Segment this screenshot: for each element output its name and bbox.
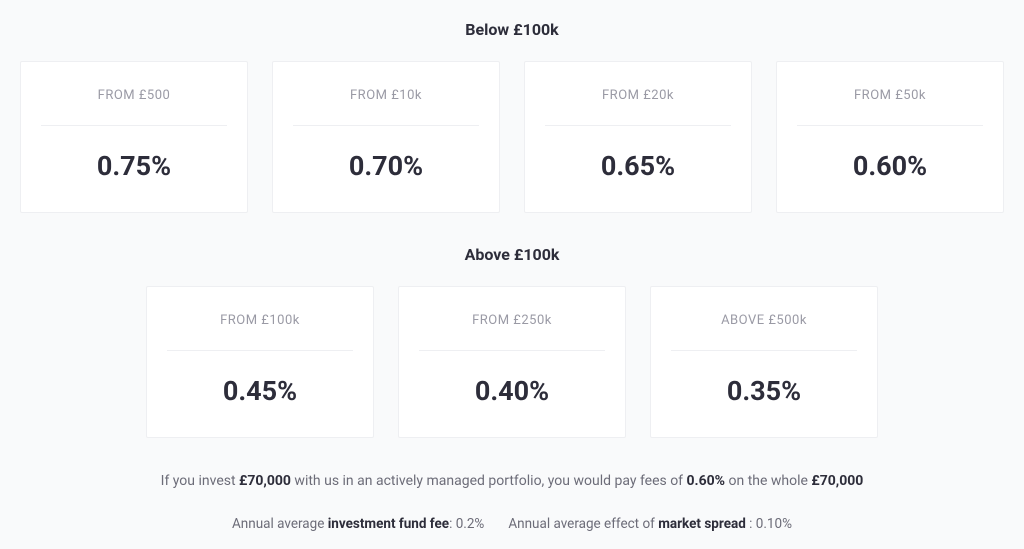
fee-card-value: 0.65% xyxy=(545,150,731,182)
card-divider xyxy=(167,350,353,351)
fee-card: FROM £100k 0.45% xyxy=(146,286,374,438)
cards-row-below: FROM £500 0.75% FROM £10k 0.70% FROM £20… xyxy=(18,61,1006,213)
fee-card-value: 0.60% xyxy=(797,150,983,182)
fee-example-text: If you invest £70,000 with us in an acti… xyxy=(18,470,1006,492)
fee-card-label: FROM £500 xyxy=(41,88,227,103)
section-title-above: Above £100k xyxy=(18,245,1006,264)
section-title-below: Below £100k xyxy=(18,20,1006,39)
fee-card: FROM £50k 0.60% xyxy=(776,61,1004,213)
fee-card-label: FROM £20k xyxy=(545,88,731,103)
sub-val2: : 0.10% xyxy=(746,516,792,532)
card-divider xyxy=(797,125,983,126)
fee-card-value: 0.35% xyxy=(671,375,857,407)
fee-card-label: FROM £10k xyxy=(293,88,479,103)
card-divider xyxy=(41,125,227,126)
card-divider xyxy=(419,350,605,351)
sub-val1: : 0.2% xyxy=(449,516,484,532)
fee-example-mid: with us in an actively managed portfolio… xyxy=(291,473,687,489)
fee-card-label: FROM £100k xyxy=(167,313,353,328)
fee-example-rate: 0.60% xyxy=(687,473,726,489)
fee-tiers-container: Below £100k FROM £500 0.75% FROM £10k 0.… xyxy=(18,20,1006,532)
fee-card: FROM £10k 0.70% xyxy=(272,61,500,213)
card-divider xyxy=(545,125,731,126)
fee-card-value: 0.75% xyxy=(41,150,227,182)
sub-bold2: market spread xyxy=(658,516,746,532)
fee-card-value: 0.70% xyxy=(293,150,479,182)
sub-pre1: Annual average xyxy=(232,516,328,532)
fee-card-label: ABOVE £500k xyxy=(671,313,857,328)
fee-card-value: 0.40% xyxy=(419,375,605,407)
sub-pre2: Annual average effect of xyxy=(508,516,658,532)
fee-sub-text: Annual average investment fund fee: 0.2%… xyxy=(18,516,1006,532)
fee-card: ABOVE £500k 0.35% xyxy=(650,286,878,438)
card-divider xyxy=(671,350,857,351)
fee-card: FROM £20k 0.65% xyxy=(524,61,752,213)
fee-card-label: FROM £250k xyxy=(419,313,605,328)
fee-card-value: 0.45% xyxy=(167,375,353,407)
fee-example-amount2: £70,000 xyxy=(811,473,863,489)
fee-card: FROM £250k 0.40% xyxy=(398,286,626,438)
fee-card-label: FROM £50k xyxy=(797,88,983,103)
fee-example-post: on the whole xyxy=(725,473,811,489)
cards-row-above: FROM £100k 0.45% FROM £250k 0.40% ABOVE … xyxy=(18,286,1006,438)
card-divider xyxy=(293,125,479,126)
fee-example-pre: If you invest xyxy=(161,473,239,489)
sub-bold1: investment fund fee xyxy=(328,516,449,532)
fee-example-amount: £70,000 xyxy=(239,473,291,489)
fee-card: FROM £500 0.75% xyxy=(20,61,248,213)
